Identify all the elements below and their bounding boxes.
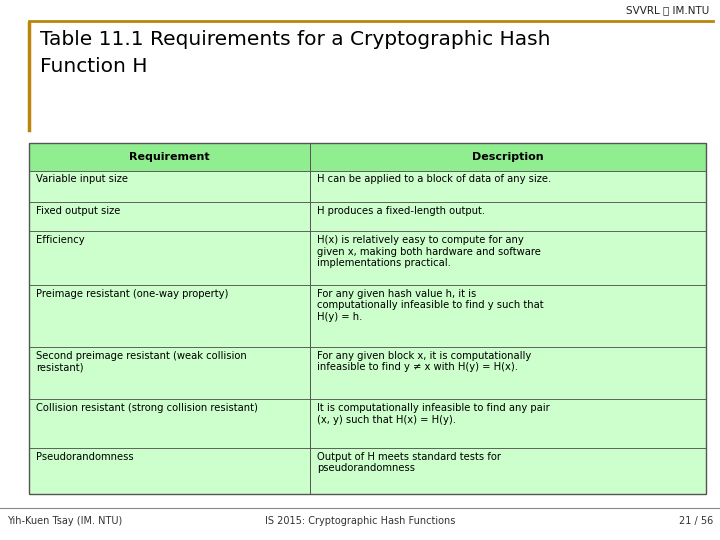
Text: Function H: Function H <box>40 57 147 76</box>
Bar <box>29 171 706 202</box>
Text: Second preimage resistant (weak collision
resistant): Second preimage resistant (weak collisio… <box>36 350 247 372</box>
Bar <box>29 231 706 285</box>
Bar <box>29 143 706 494</box>
Text: Description: Description <box>472 152 544 162</box>
Text: H can be applied to a block of data of any size.: H can be applied to a block of data of a… <box>317 174 551 185</box>
Bar <box>29 448 706 494</box>
Text: For any given hash value h, it is
computationally infeasible to find y such that: For any given hash value h, it is comput… <box>317 289 544 322</box>
Text: 21 / 56: 21 / 56 <box>678 516 713 526</box>
Text: Fixed output size: Fixed output size <box>36 206 120 216</box>
Text: Pseudorandomness: Pseudorandomness <box>36 452 134 462</box>
Bar <box>29 143 706 171</box>
Text: Preimage resistant (one-way property): Preimage resistant (one-way property) <box>36 289 228 299</box>
Text: Efficiency: Efficiency <box>36 235 85 245</box>
Text: SVVRL Ⓞ IM.NTU: SVVRL Ⓞ IM.NTU <box>626 5 709 15</box>
Text: Yih-Kuen Tsay (IM. NTU): Yih-Kuen Tsay (IM. NTU) <box>7 516 122 526</box>
Text: Requirement: Requirement <box>129 152 210 162</box>
Text: H(x) is relatively easy to compute for any
given x, making both hardware and sof: H(x) is relatively easy to compute for a… <box>317 235 541 268</box>
Text: It is computationally infeasible to find any pair
(x, y) such that H(x) = H(y).: It is computationally infeasible to find… <box>317 403 549 425</box>
Text: Variable input size: Variable input size <box>36 174 128 185</box>
Text: IS 2015: Cryptographic Hash Functions: IS 2015: Cryptographic Hash Functions <box>265 516 455 526</box>
Bar <box>29 285 706 347</box>
Text: Output of H meets standard tests for
pseudorandomness: Output of H meets standard tests for pse… <box>317 452 501 474</box>
Bar <box>29 400 706 448</box>
Text: H produces a fixed-length output.: H produces a fixed-length output. <box>317 206 485 216</box>
Text: Table 11.1 Requirements for a Cryptographic Hash: Table 11.1 Requirements for a Cryptograp… <box>40 30 550 49</box>
Bar <box>29 202 706 231</box>
Bar <box>29 347 706 400</box>
Text: Collision resistant (strong collision resistant): Collision resistant (strong collision re… <box>36 403 258 413</box>
Text: For any given block x, it is computationally
infeasible to find y ≠ x with H(y) : For any given block x, it is computation… <box>317 350 531 372</box>
